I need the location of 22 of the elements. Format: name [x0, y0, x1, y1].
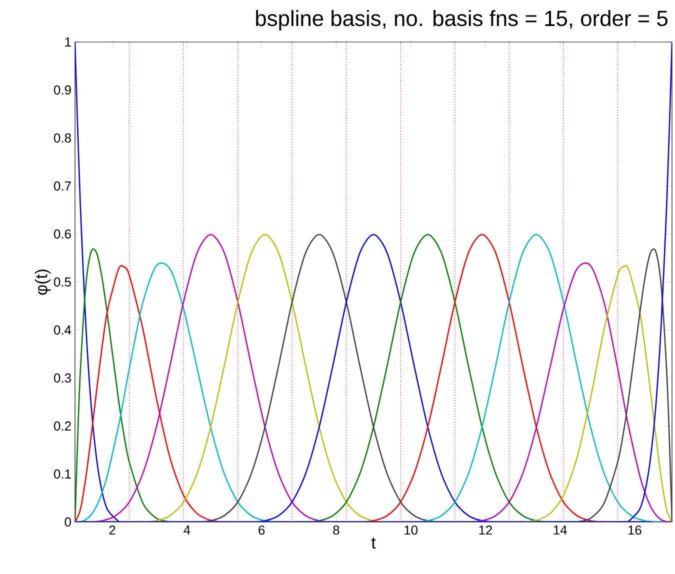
y-tick-label: 0.4 — [54, 325, 72, 335]
y-tick-label: 0.8 — [54, 133, 71, 143]
x-tick-label: 10 — [404, 526, 418, 535]
y-tick-label: 0.5 — [54, 277, 71, 287]
x-tick-label: 8 — [333, 526, 340, 535]
x-tick-label: 16 — [628, 526, 642, 535]
y-tick-label: 0.1 — [54, 469, 71, 479]
y-tick-label: 0.9 — [54, 85, 71, 95]
y-tick-label: 0.7 — [54, 181, 71, 191]
x-tick-label: 4 — [184, 526, 190, 534]
y-tick-label: 0.6 — [54, 229, 71, 239]
y-tick-label: 0.3 — [54, 373, 71, 383]
y-tick-label: 0.2 — [54, 421, 71, 431]
x-tick-label: 6 — [258, 526, 265, 535]
x-tick-label: 2 — [109, 526, 116, 535]
y-tick-label: 1 — [65, 38, 71, 46]
y-tick-label: 0 — [64, 517, 71, 527]
y-axis-title: φ(t) — [34, 270, 51, 295]
chart-title: bspline basis, no. basis fns = 15, order = 5 — [256, 10, 668, 30]
x-tick-label: 14 — [554, 526, 567, 534]
x-axis-title: t — [371, 538, 376, 549]
x-tick-label: 12 — [479, 526, 492, 535]
